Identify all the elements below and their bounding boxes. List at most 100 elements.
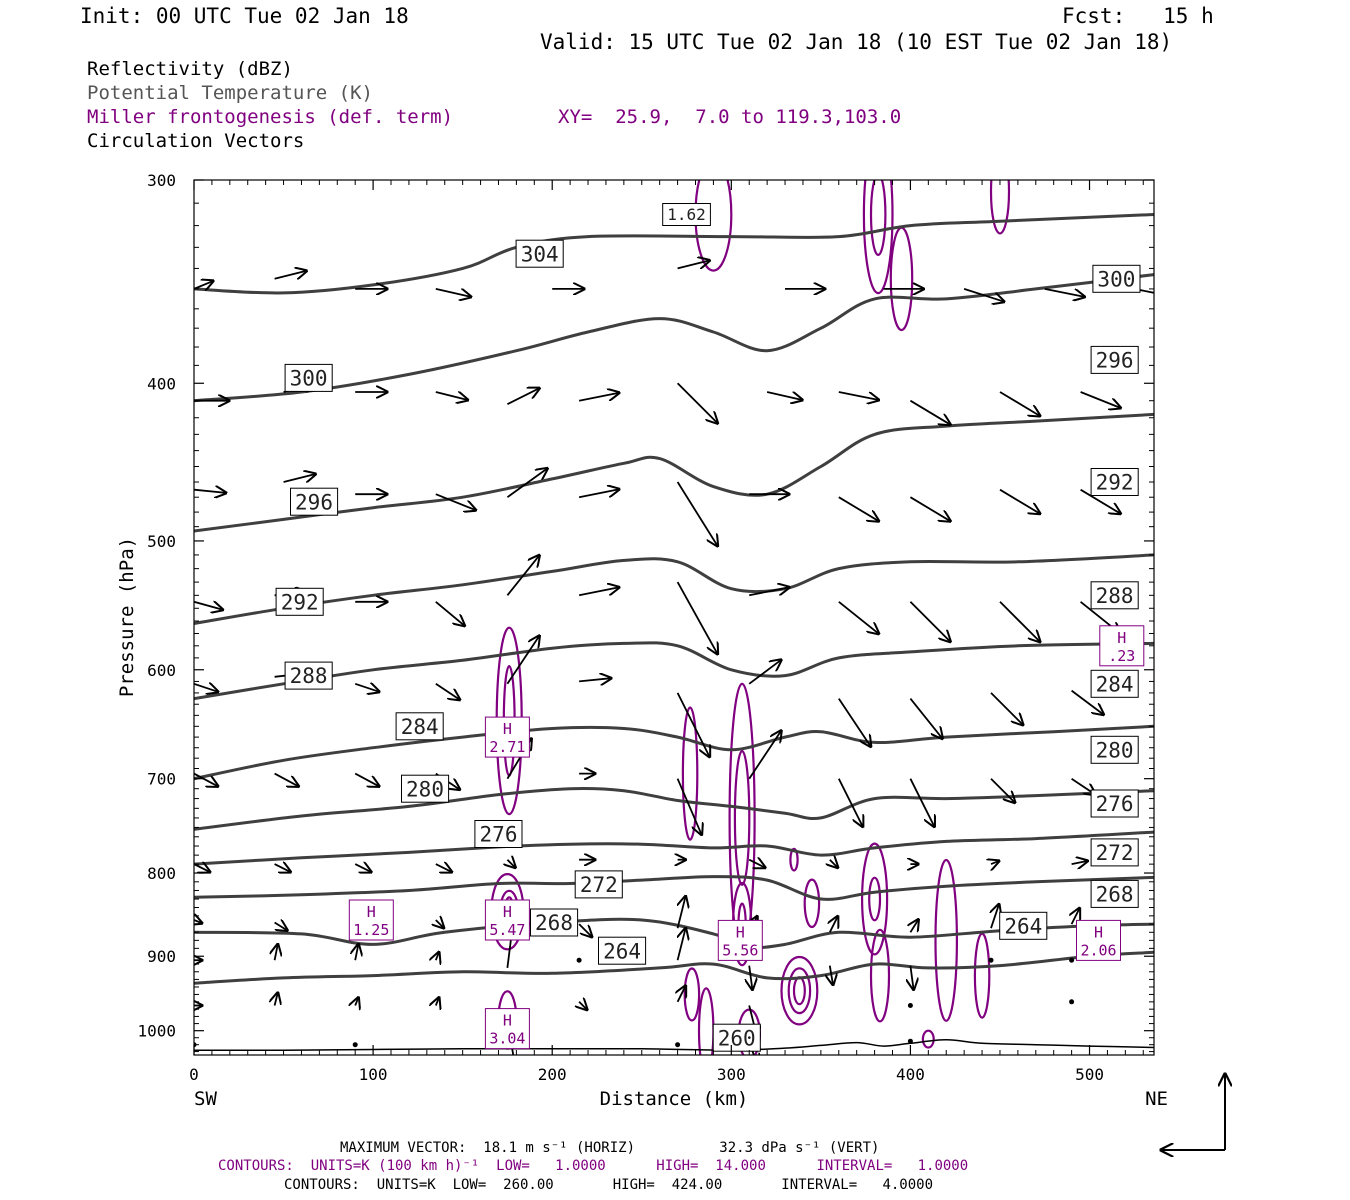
theta-contour-label: 272 [1090, 838, 1139, 867]
svg-text:268: 268 [1096, 883, 1134, 907]
valid-time: Valid: 15 UTC Tue 02 Jan 18 (10 EST Tue … [540, 30, 1173, 54]
theta-contour-label: 288 [284, 661, 333, 690]
frontogenesis-contour [780, 955, 819, 1026]
circulation-vector [194, 772, 218, 787]
theta-isentrope-268 [194, 875, 1154, 901]
field-theta: Potential Temperature (K) [87, 82, 373, 104]
circulation-vector [838, 391, 879, 400]
circulation-vector [436, 952, 439, 960]
circulation-vector [909, 399, 950, 425]
circulation-vector [435, 683, 460, 700]
circulation-vector [910, 920, 918, 933]
circulation-vector [999, 488, 1040, 514]
theta-isentrope-272 [194, 830, 1154, 866]
circulation-vector [676, 778, 702, 835]
theta-contour-label: 300 [1092, 264, 1141, 293]
circulation-vector [1069, 999, 1075, 1005]
circulation-vector [274, 864, 291, 872]
y-tick-label: 700 [147, 770, 176, 789]
circulation-vector [576, 957, 582, 963]
svg-text:264: 264 [1004, 914, 1042, 938]
circulation-vector [579, 1002, 587, 1010]
theta-contour-label: 276 [1090, 789, 1139, 818]
circulation-vector [990, 778, 1015, 803]
field-frontogenesis: Miller frontogenesis (def. term) [87, 106, 454, 128]
svg-text:H: H [1094, 923, 1103, 941]
frontogenesis-contour [869, 180, 887, 256]
svg-text:H: H [1117, 629, 1126, 647]
frontogenesis-contour [803, 878, 821, 929]
svg-text:284: 284 [1096, 672, 1134, 696]
frontogenesis-contour [862, 180, 894, 295]
circulation-vector [578, 923, 592, 937]
svg-text:272: 272 [1096, 841, 1134, 865]
circulation-vector [907, 1003, 913, 1008]
circulation-vector [354, 864, 371, 872]
theta-contour-label: 300 [284, 363, 333, 392]
circulation-vector [506, 636, 539, 685]
circulation-vector [274, 772, 299, 787]
theta-isentrope-280 [194, 724, 1154, 781]
svg-text:268: 268 [535, 911, 573, 935]
svg-text:3.04: 3.04 [489, 1030, 525, 1048]
svg-text:288: 288 [1096, 584, 1134, 608]
x-endpoint-right: NE [1145, 1088, 1168, 1110]
frontogenesis-contour [733, 749, 751, 886]
x-tick-label: 200 [538, 1065, 567, 1084]
circulation-vector [748, 731, 781, 780]
theta-contour-label: 304 [515, 239, 564, 268]
max-vector-note: MAXIMUM VECTOR: 18.1 m s⁻¹ (HORIZ) 32.3 … [340, 1140, 880, 1156]
circulation-vector [275, 944, 278, 961]
circulation-vector [578, 489, 619, 499]
frontogenesis-contour [973, 932, 991, 1019]
circulation-vector [676, 581, 718, 654]
contours-theta-note: CONTOURS: UNITS=K LOW= 260.00 HIGH= 424.… [284, 1177, 934, 1193]
svg-text:276: 276 [1096, 792, 1134, 816]
circulation-vector [435, 391, 468, 400]
circulation-vector [907, 1038, 913, 1044]
svg-text:304: 304 [521, 242, 559, 266]
circulation-vector [275, 993, 278, 1006]
theta-contour-label: 292 [1090, 468, 1139, 496]
x-tick-label: 300 [717, 1065, 746, 1084]
frontogenesis-contour [681, 706, 699, 841]
circulation-vector [435, 864, 452, 872]
svg-text:H: H [503, 720, 512, 738]
svg-text:300: 300 [1097, 267, 1135, 291]
circulation-vector [283, 474, 316, 483]
theta-contour-label: 264 [999, 911, 1048, 940]
circulation-vector [436, 998, 439, 1006]
circulation-vector [355, 944, 358, 961]
circulation-vector [352, 1042, 358, 1048]
circulation-vector [963, 288, 1004, 302]
circulation-vector [676, 382, 718, 423]
svg-text:5.56: 5.56 [722, 941, 758, 959]
x-tick-label: 400 [896, 1065, 925, 1084]
circulation-vector [274, 271, 307, 280]
circulation-vector [194, 684, 218, 692]
theta-isentrope-260 [194, 950, 1154, 985]
svg-text:292: 292 [281, 590, 319, 614]
svg-text:296: 296 [1096, 349, 1134, 373]
circulation-vector [830, 860, 838, 868]
x-tick-label: 500 [1075, 1065, 1104, 1084]
circulation-vector [435, 601, 465, 626]
circulation-vector [830, 965, 833, 985]
circulation-vector [507, 860, 515, 868]
circulation-vector [830, 916, 838, 933]
circulation-vector [676, 928, 686, 961]
frontogenesis-contour [792, 976, 806, 1006]
frontogenesis-maximum-label: H5.56 [717, 919, 763, 961]
reference-vectors [1161, 1074, 1225, 1150]
field-reflectivity: Reflectivity (dBZ) [87, 58, 293, 80]
theta-contour-label: 272 [574, 870, 623, 899]
circulation-vector [436, 920, 444, 928]
svg-text:264: 264 [603, 939, 641, 963]
frontogenesis-maximum-label: H.23 [1099, 625, 1145, 667]
theta-contour-label: 280 [1090, 735, 1139, 764]
circulation-vector [354, 684, 379, 692]
y-tick-label: 1000 [137, 1022, 176, 1041]
y-tick-label: 300 [147, 171, 176, 190]
circulation-vector [1044, 288, 1085, 297]
